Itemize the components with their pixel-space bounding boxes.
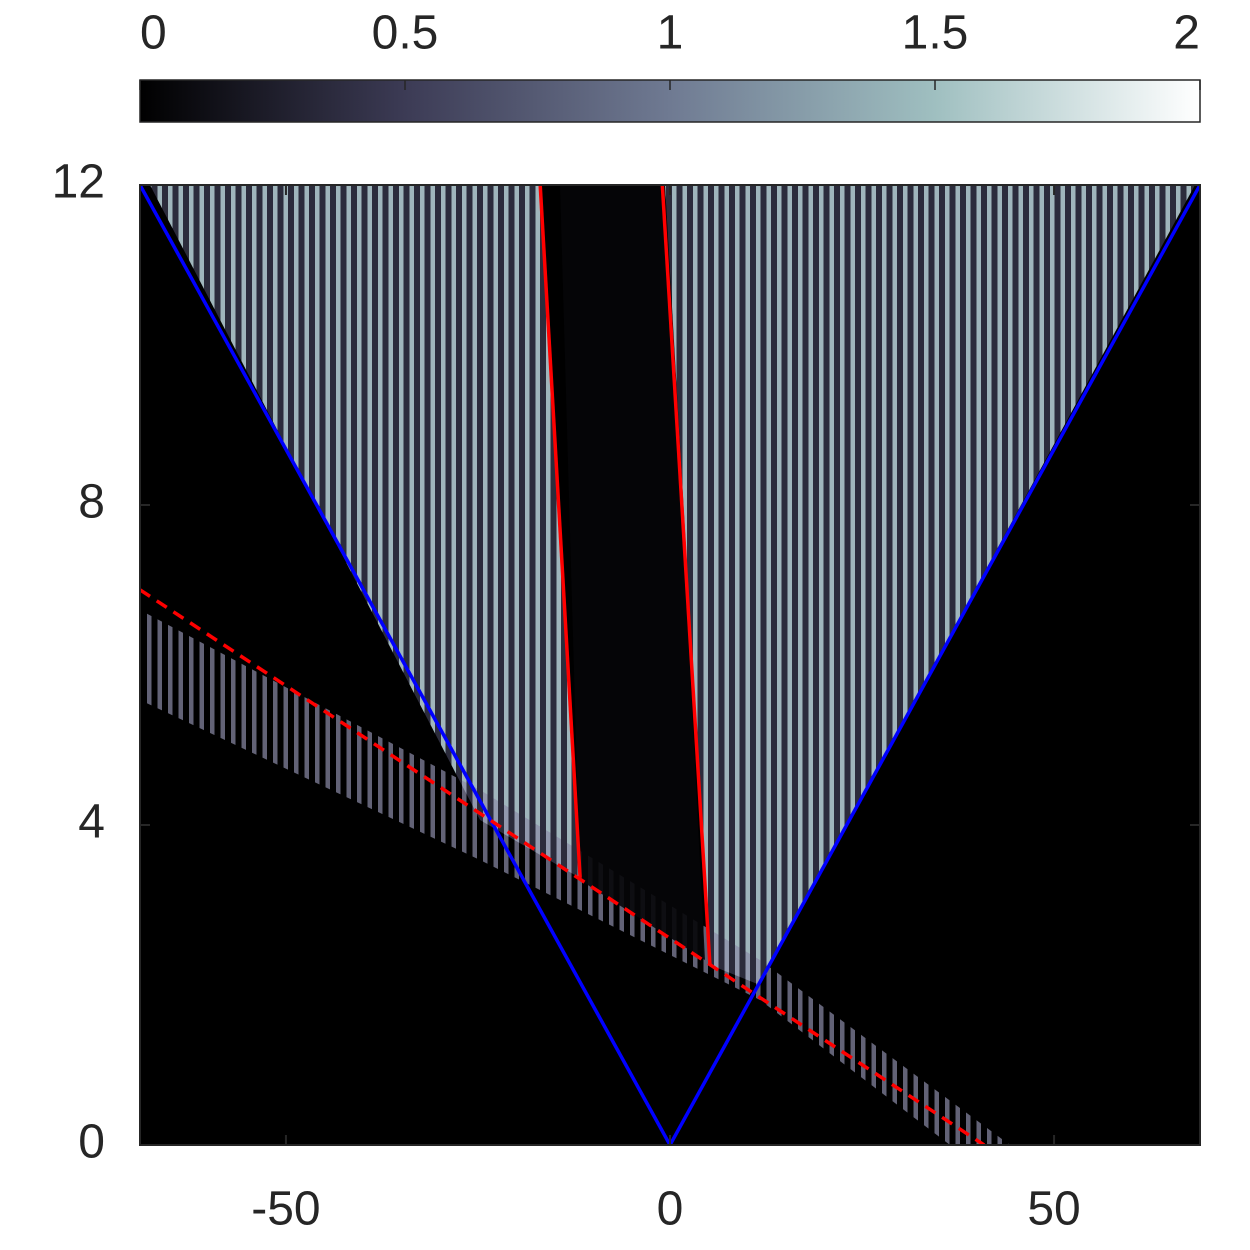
line <box>140 588 986 1145</box>
y-tick-label: 4 <box>78 796 105 849</box>
plot-area <box>140 185 1200 1145</box>
colorbar-tick-label: 0 <box>140 7 167 60</box>
y-tick-label: 0 <box>78 1116 105 1169</box>
y-tick-label: 12 <box>52 156 105 209</box>
line <box>660 185 712 966</box>
heatmap-region <box>665 185 1195 985</box>
colorbar-tick-label: 1.5 <box>902 7 969 60</box>
x-tick-label: -50 <box>251 1183 320 1236</box>
colorbar <box>139 79 1201 123</box>
x-tick-label: 50 <box>1027 1183 1080 1236</box>
heatmap-region <box>150 185 580 878</box>
line <box>538 185 582 878</box>
line <box>140 185 1200 1145</box>
y-tick-label: 8 <box>78 476 105 529</box>
colorbar-tick-label: 2 <box>1173 7 1200 60</box>
heatmap-region <box>560 185 705 960</box>
colorbar-tick-label: 0.5 <box>372 7 439 60</box>
colorbar-tick-label: 1 <box>657 7 684 60</box>
x-tick-label: 0 <box>657 1183 684 1236</box>
